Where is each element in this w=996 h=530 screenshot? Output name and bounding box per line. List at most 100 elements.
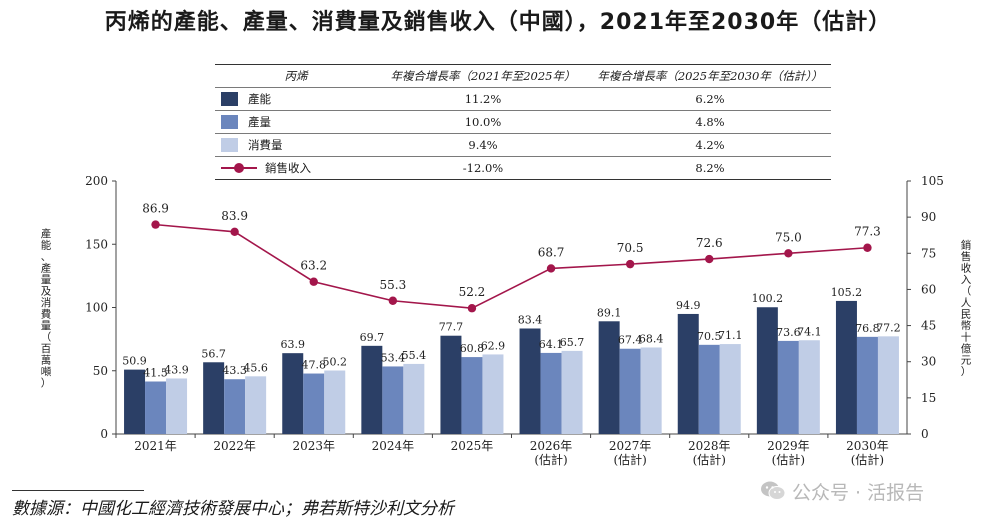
line-value-label: 75.0 xyxy=(775,230,802,244)
x-tick-label: (估計) xyxy=(693,452,726,467)
bar-產能 xyxy=(440,335,462,434)
x-tick-label: 2028年 xyxy=(688,439,731,453)
y-tick-label-right: 75 xyxy=(921,246,936,260)
bar-value-label: 45.6 xyxy=(243,361,268,374)
bar-消費量 xyxy=(166,378,188,434)
bar-產量 xyxy=(698,344,720,434)
legend-cagr: 10.0% xyxy=(377,110,589,134)
bar-產能 xyxy=(835,300,857,434)
bar-value-label: 64.1 xyxy=(539,338,564,351)
bar-value-label: 70.5 xyxy=(697,330,722,343)
legend-row-output: 產量 10.0% 4.8% xyxy=(215,110,831,134)
consumption-swatch xyxy=(221,138,238,152)
bar-value-label: 100.2 xyxy=(752,292,784,305)
line-value-label: 72.6 xyxy=(696,236,723,250)
bar-產量 xyxy=(224,379,246,434)
bar-value-label: 63.9 xyxy=(281,338,306,351)
bar-消費量 xyxy=(877,336,899,434)
bar-產能 xyxy=(361,345,383,434)
bar-value-label: 41.5 xyxy=(143,367,168,380)
line-point-revenue xyxy=(784,249,793,258)
legend-cagr: 11.2% xyxy=(377,87,589,111)
wechat-icon xyxy=(760,480,786,507)
x-tick-label: 2030年 xyxy=(846,439,889,453)
y-axis-title-right: 銷售收入（人民幣十億元） xyxy=(961,238,972,378)
y-tick-label-right: 45 xyxy=(921,319,936,333)
y-axis-title-left: 產能、產量及消費量（百萬噸） xyxy=(41,227,52,390)
bar-產量 xyxy=(619,348,641,434)
bar-value-label: 55.4 xyxy=(402,349,427,362)
line-point-revenue xyxy=(546,264,556,273)
line-value-label: 52.2 xyxy=(459,285,486,299)
source-rule xyxy=(12,490,144,491)
bar-value-label: 105.2 xyxy=(831,286,863,299)
legend-row-revenue: 銷售收入 -12.0% 8.2% xyxy=(215,156,831,180)
x-tick-label: 2024年 xyxy=(372,439,415,453)
x-tick-label: (估計) xyxy=(534,452,567,467)
bar-value-label: 83.4 xyxy=(518,313,543,326)
revenue-line-swatch xyxy=(221,162,257,174)
x-tick-label: (估計) xyxy=(851,452,884,467)
legend-cagr: 4.8% xyxy=(589,110,831,134)
bar-value-label: 71.1 xyxy=(718,329,743,342)
legend-name: 產能 xyxy=(248,92,271,106)
bar-value-label: 43.9 xyxy=(164,363,189,376)
legend-cagr: 9.4% xyxy=(377,133,589,157)
bar-產能 xyxy=(282,353,304,434)
bar-產量 xyxy=(145,381,167,434)
legend-row-consumption: 消費量 9.4% 4.2% xyxy=(215,133,831,157)
line-value-label: 63.2 xyxy=(300,259,327,273)
bar-消費量 xyxy=(403,363,425,434)
y-tick-label-right: 90 xyxy=(921,210,936,224)
chart-title: 丙烯的產能、產量、消費量及銷售收入（中國），2021年至2030年（估計） xyxy=(104,10,892,35)
bar-value-label: 65.7 xyxy=(560,336,585,349)
bar-消費量 xyxy=(640,347,662,434)
bar-value-label: 56.7 xyxy=(201,347,226,360)
line-point-revenue xyxy=(230,227,239,237)
y-tick-label-left: 50 xyxy=(93,364,108,378)
bar-value-label: 43.3 xyxy=(222,364,247,377)
x-tick-label: 2026年 xyxy=(530,439,573,453)
x-tick-label: 2029年 xyxy=(767,439,810,453)
line-point-revenue xyxy=(388,296,398,305)
y-tick-label-right: 0 xyxy=(921,427,929,441)
legend-header-cagr-2021-2025: 年複合增長率（2021年至2025年） xyxy=(377,64,589,88)
legend-cagr: -12.0% xyxy=(377,156,589,180)
line-point-revenue xyxy=(625,259,635,269)
y-tick-label-right: 105 xyxy=(921,174,944,188)
bar-value-label: 67.4 xyxy=(618,334,643,347)
bar-value-label: 50.9 xyxy=(122,355,147,368)
line-value-label: 68.7 xyxy=(538,245,565,259)
legend-header-row: 丙烯 年複合增長率（2021年至2025年） 年複合增長率（2025年至2030… xyxy=(215,64,831,88)
bar-value-label: 73.6 xyxy=(776,326,801,339)
x-tick-label: (估計) xyxy=(613,452,646,467)
source-note: 數據源：中國化工經濟技術發展中心；弗若斯特沙利文分析 xyxy=(12,499,454,519)
legend-cagr: 8.2% xyxy=(589,156,831,180)
watermark: 公众号 · 活报告 xyxy=(760,478,924,507)
line-point-revenue xyxy=(151,220,160,229)
x-tick-label: 2021年 xyxy=(134,439,177,453)
line-value-label: 77.3 xyxy=(854,225,881,239)
line-value-label: 86.9 xyxy=(142,202,169,216)
line-point-revenue xyxy=(863,243,872,252)
line-point-revenue xyxy=(309,277,318,286)
bar-value-label: 89.1 xyxy=(597,306,622,319)
line-value-label: 83.9 xyxy=(221,209,248,223)
bar-消費量 xyxy=(482,354,504,434)
line-value-label: 55.3 xyxy=(379,278,406,292)
bar-產量 xyxy=(540,352,562,434)
bar-value-label: 77.2 xyxy=(876,321,901,334)
bar-value-label: 50.2 xyxy=(323,355,348,368)
legend-name: 銷售收入 xyxy=(265,161,311,175)
bar-value-label: 47.8 xyxy=(302,359,327,372)
x-tick-label: 2027年 xyxy=(609,439,652,453)
bar-產量 xyxy=(382,366,404,434)
bar-產量 xyxy=(777,340,799,434)
output-swatch xyxy=(221,115,238,129)
capacity-swatch xyxy=(221,92,238,106)
bar-value-label: 77.7 xyxy=(439,321,464,334)
bar-產能 xyxy=(677,313,699,434)
bar-消費量 xyxy=(798,340,820,434)
watermark-text: 公众号 · 活报告 xyxy=(792,482,925,504)
legend-header-product: 丙烯 xyxy=(215,64,377,88)
